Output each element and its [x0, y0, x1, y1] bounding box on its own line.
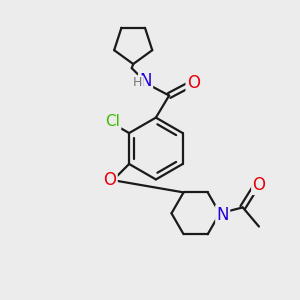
Text: N: N	[139, 72, 152, 90]
Text: N: N	[217, 206, 229, 224]
Text: H: H	[133, 76, 142, 89]
Text: O: O	[103, 171, 116, 189]
Text: O: O	[187, 74, 200, 92]
Text: O: O	[252, 176, 266, 194]
Text: Cl: Cl	[105, 114, 120, 129]
